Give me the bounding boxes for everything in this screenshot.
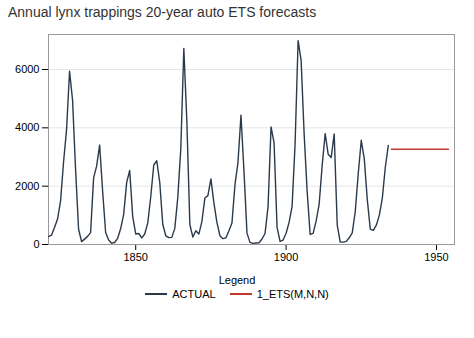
svg-text:1950: 1950	[424, 251, 448, 263]
svg-text:1900: 1900	[274, 251, 298, 263]
html-text:Legend: Legend	[218, 274, 256, 286]
svg-text:2000: 2000	[15, 180, 39, 192]
svg-text:0: 0	[33, 238, 39, 250]
svg-text:1850: 1850	[123, 251, 147, 263]
html-text:ACTUAL: ACTUAL	[172, 288, 216, 300]
svg-text:4000: 4000	[15, 121, 39, 133]
html-text:1_ETS(M,N,N): 1_ETS(M,N,N)	[256, 288, 329, 300]
html-text:Annual lynx trappings 20-year: Annual lynx trappings 20-year auto ETS f…	[8, 4, 317, 20]
svg-text:6000: 6000	[15, 63, 39, 75]
